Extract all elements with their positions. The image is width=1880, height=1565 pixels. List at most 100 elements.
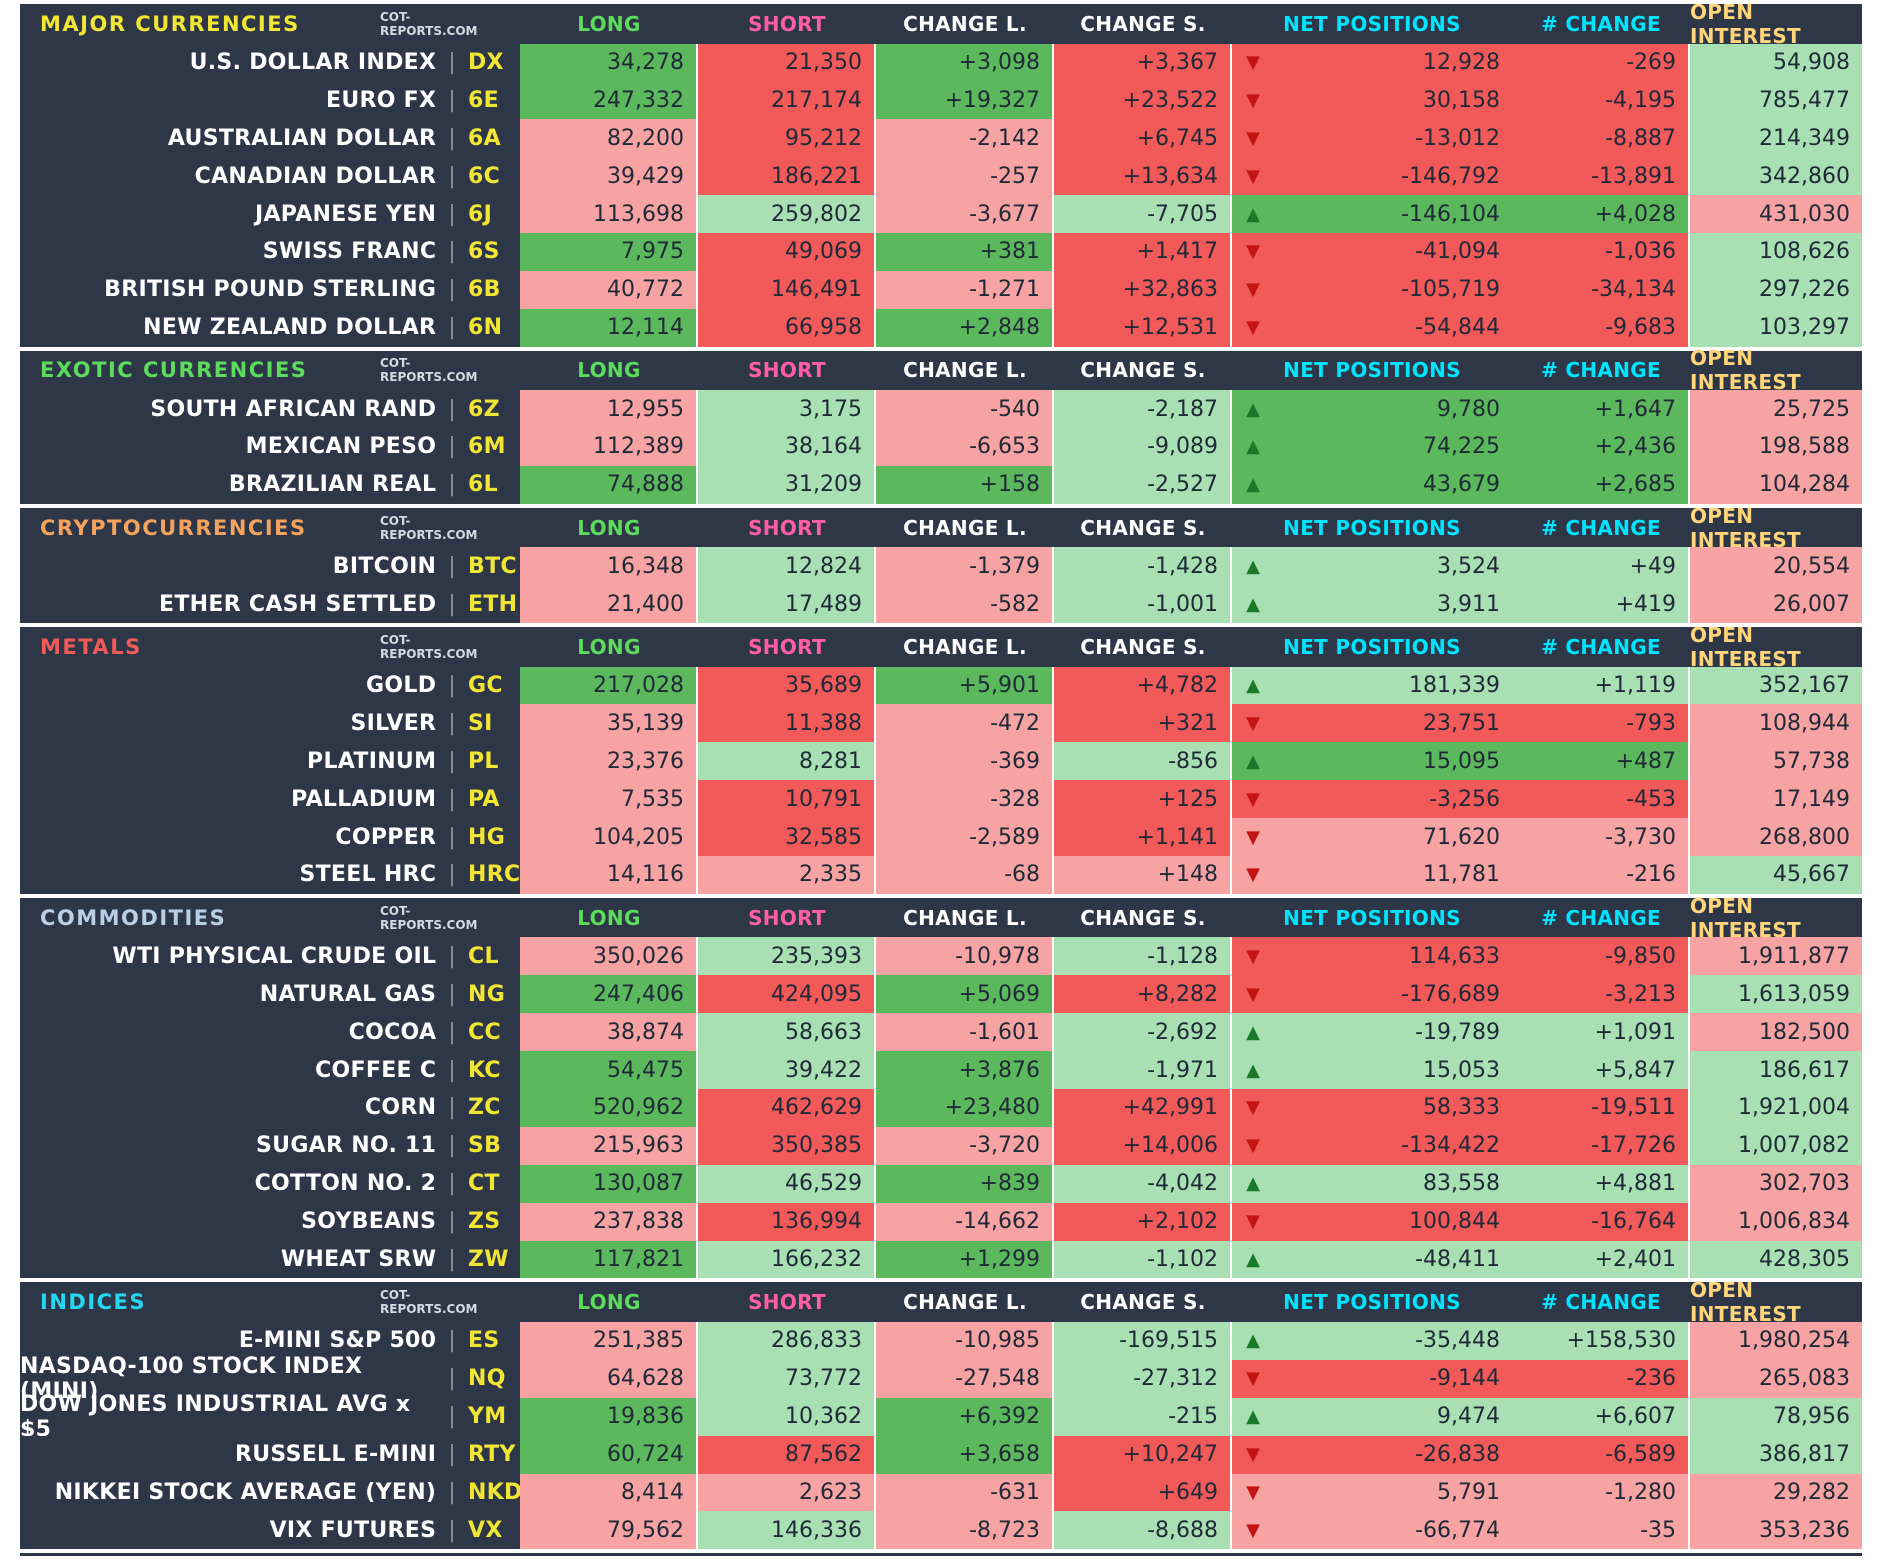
section-header: EXOTIC CURRENCIES COT-REPORTS.COM LONG SHOR… [20, 346, 1862, 394]
number-change-value: -16,764 [1512, 1202, 1690, 1241]
instrument-name-cell: NEW ZEALAND DOLLAR | 6N [20, 308, 520, 347]
number-change-value: +2,685 [1512, 465, 1690, 504]
long-value: 21,400 [520, 585, 698, 624]
separator: | [448, 163, 456, 189]
header-change-short: CHANGE S. [1054, 350, 1232, 391]
direction-cell: ▼ [1232, 308, 1274, 347]
short-value: 8,281 [698, 742, 876, 781]
separator: | [448, 1442, 456, 1468]
header-change-long: CHANGE L. [876, 1282, 1054, 1322]
net-positions-value: 100,844 [1274, 1202, 1512, 1241]
header-short: SHORT [698, 350, 876, 391]
instrument-code: 6J [468, 201, 493, 227]
number-change-value: -13,891 [1512, 157, 1690, 196]
instrument-name: SOUTH AFRICAN RAND [150, 396, 437, 422]
table-row: WTI PHYSICAL CRUDE OIL | CL 350,026 235,393-… [20, 937, 1862, 976]
direction-cell: ▼ [1232, 937, 1274, 976]
direction-cell: ▲ [1232, 1321, 1274, 1360]
triangle-up-icon: ▲ [1246, 474, 1260, 496]
open-interest-value: 1,980,254 [1690, 1321, 1862, 1360]
change-long-value: -2,589 [876, 818, 1054, 857]
instrument-code: HG [468, 824, 506, 850]
instrument-name-cell: COPPER | HG [20, 818, 520, 857]
number-change-value: +5,847 [1512, 1051, 1690, 1089]
net-positions-value: -19,789 [1274, 1013, 1512, 1052]
change-short-value: -2,187 [1054, 390, 1232, 429]
instrument-code: SI [468, 710, 493, 736]
short-value: 186,221 [698, 157, 876, 196]
table-row: E-MINI S&P 500 | ES 251,385 286,833 -10,985 -1… [20, 1321, 1862, 1360]
instrument-name-cell: NASDAQ-100 STOCK INDEX (MINI) | NQ [20, 1354, 520, 1404]
number-change-value: +158,530 [1512, 1321, 1690, 1360]
change-short-value: -1,428 [1054, 547, 1232, 586]
instrument-name-cell: NATURAL GAS | NG [20, 975, 520, 1014]
triangle-up-icon: ▲ [1246, 1021, 1260, 1043]
net-positions-value: -48,411 [1274, 1240, 1512, 1279]
instrument-name-cell: SILVER | SI [20, 704, 520, 743]
instrument-name-cell: BRAZILIAN REAL | 6L [20, 465, 520, 504]
short-value: 217,174 [698, 81, 876, 120]
separator: | [448, 591, 456, 617]
instrument-name-cell: MEXICAN PESO | 6M [20, 428, 520, 466]
instrument-name: CORN [364, 1095, 437, 1121]
table-row: GOLD | GC 217,028 35,689 +5,901 +4,782 ▲ 181,339… [20, 666, 1862, 705]
table-row: BRITISH POUND STERLING | 6B 40,772 146,491 -1… [20, 270, 1862, 309]
header-long: LONG [520, 627, 698, 667]
change-short-value: +321 [1054, 704, 1232, 743]
open-interest-value: 1,613,059 [1690, 975, 1862, 1014]
separator: | [448, 673, 456, 699]
short-value: 12,824 [698, 547, 876, 586]
instrument-name-cell: PLATINUM | PL [20, 742, 520, 781]
instrument-code: 6N [468, 315, 503, 341]
change-short-value: -2,692 [1054, 1013, 1232, 1052]
long-value: 247,332 [520, 81, 698, 120]
change-short-value: +148 [1054, 856, 1232, 894]
net-positions-value: 12,928 [1274, 43, 1512, 82]
change-short-value: +6,745 [1054, 119, 1232, 158]
long-value: 40,772 [520, 270, 698, 309]
instrument-code: ETH [468, 591, 518, 617]
separator: | [448, 472, 456, 498]
table-section: EXOTIC CURRENCIES COT-REPORTS.COM LONG SHOR… [20, 346, 1862, 504]
triangle-up-icon: ▲ [1246, 436, 1260, 458]
change-long-value: -540 [876, 390, 1054, 429]
instrument-name-cell: EURO FX | 6E [20, 81, 520, 120]
instrument-name-cell: SUGAR NO. 11 | SB [20, 1126, 520, 1165]
source-label: COT-REPORTS.COM [380, 627, 520, 667]
header-short: SHORT [698, 897, 876, 938]
instrument-name: MEXICAN PESO [245, 434, 437, 460]
number-change-value: -3,730 [1512, 818, 1690, 857]
change-short-value: +12,531 [1054, 308, 1232, 347]
instrument-name-cell: BITCOIN | BTC [20, 547, 520, 586]
header-open-interest: OPEN INTEREST [1690, 504, 1862, 552]
instrument-code: 6A [468, 125, 501, 151]
direction-cell: ▲ [1232, 390, 1274, 429]
instrument-name: NASDAQ-100 STOCK INDEX (MINI) [20, 1353, 363, 1404]
long-value: 34,278 [520, 43, 698, 82]
triangle-up-icon: ▲ [1246, 1330, 1260, 1352]
instrument-code: ES [468, 1328, 500, 1354]
change-short-value: +13,634 [1054, 157, 1232, 196]
net-positions-value: -66,774 [1274, 1511, 1512, 1550]
separator: | [448, 1366, 456, 1392]
header-change-long: CHANGE L. [876, 897, 1054, 938]
change-short-value: +14,006 [1054, 1126, 1232, 1165]
table-row: DOW JONES INDUSTRIAL AVG x $5 | YM 19,836 10… [20, 1392, 1862, 1442]
short-value: 3,175 [698, 390, 876, 429]
long-value: 12,955 [520, 390, 698, 429]
net-positions-value: 181,339 [1274, 666, 1512, 705]
open-interest-value: 268,800 [1690, 818, 1862, 857]
long-value: 60,724 [520, 1435, 698, 1474]
change-long-value: -10,978 [876, 937, 1054, 976]
short-value: 424,095 [698, 975, 876, 1014]
short-value: 166,232 [698, 1240, 876, 1279]
instrument-code: 6Z [468, 396, 500, 422]
long-value: 74,888 [520, 465, 698, 504]
short-value: 235,393 [698, 937, 876, 976]
short-value: 259,802 [698, 195, 876, 233]
table-row: NASDAQ-100 STOCK INDEX (MINI) | NQ 64,628 73… [20, 1354, 1862, 1404]
table-row: MEXICAN PESO | 6M 112,389 38,164 -6,653 -9,089… [20, 428, 1862, 466]
instrument-code: NG [468, 981, 506, 1007]
number-change-value: +6,607 [1512, 1397, 1690, 1436]
long-value: 7,535 [520, 780, 698, 819]
